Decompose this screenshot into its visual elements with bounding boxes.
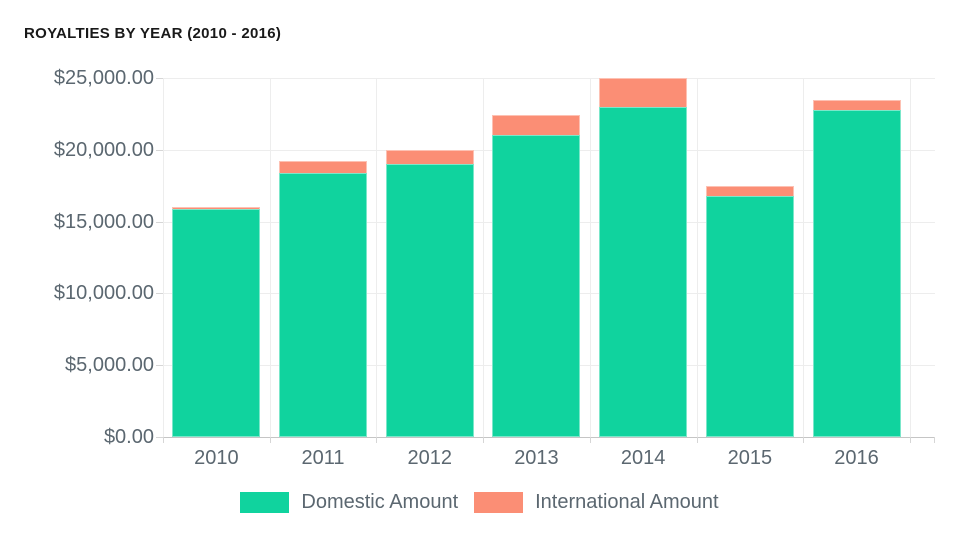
- bar-2013: [492, 115, 581, 437]
- x-axis-label-2011: 2011: [301, 447, 345, 469]
- y-axis-label: $25,000.00: [53, 67, 154, 89]
- legend-swatch-domestic: [240, 492, 290, 513]
- x-axis-tick: [803, 437, 805, 443]
- gridline-x: [696, 78, 698, 437]
- bar-segment-international-2016[interactable]: [812, 99, 901, 110]
- x-axis-label-2016: 2016: [834, 447, 879, 469]
- x-axis-tick: [909, 437, 911, 443]
- legend-item-international[interactable]: International Amount: [474, 491, 719, 514]
- bar-segment-domestic-2013[interactable]: [492, 135, 581, 437]
- x-axis-tick: [269, 437, 271, 443]
- bar-segment-domestic-2012[interactable]: [385, 164, 474, 437]
- y-axis-tick: [156, 78, 163, 79]
- y-axis-tick: [156, 365, 163, 367]
- x-axis-tick: [696, 437, 698, 443]
- bar-2015: [705, 186, 794, 437]
- gridline-x: [483, 78, 485, 437]
- bar-segment-domestic-2011[interactable]: [279, 172, 368, 437]
- gridline-x: [803, 78, 805, 437]
- chart-title: ROYALTIES BY YEAR (2010 - 2016): [24, 25, 282, 42]
- bar-segment-domestic-2010[interactable]: [172, 209, 261, 437]
- legend-label-domestic: Domestic Amount: [301, 491, 459, 513]
- x-axis-tick: [589, 437, 591, 443]
- bar-2016: [812, 99, 901, 437]
- legend-item-domestic[interactable]: Domestic Amount: [240, 491, 458, 514]
- x-axis-label-2012: 2012: [407, 447, 453, 469]
- gridline-x: [909, 78, 911, 437]
- y-axis-tick: [156, 437, 163, 438]
- gridline-x: [269, 78, 271, 437]
- y-axis-label: $15,000.00: [53, 210, 154, 233]
- bar-segment-domestic-2015[interactable]: [705, 195, 794, 437]
- bar-2014: [599, 78, 688, 437]
- bar-segment-international-2015[interactable]: [705, 186, 794, 196]
- bar-2012: [385, 149, 474, 437]
- bar-segment-international-2013[interactable]: [492, 115, 581, 136]
- chart-legend: Domestic Amount International Amount: [0, 491, 959, 514]
- y-axis-tick: [156, 221, 163, 223]
- bar-segment-domestic-2016[interactable]: [812, 109, 901, 437]
- y-axis-tick: [156, 149, 163, 151]
- x-axis-tick: [163, 437, 164, 443]
- y-axis-tick: [156, 293, 163, 295]
- bar-segment-international-2011[interactable]: [279, 161, 368, 173]
- x-axis-label-2014: 2014: [620, 447, 666, 469]
- gridline-y-25000: [163, 78, 935, 79]
- x-axis-tick: [483, 437, 485, 443]
- gridline-x: [589, 78, 591, 437]
- x-axis-label-2013: 2013: [514, 447, 559, 469]
- gridline-y-0: [163, 437, 935, 438]
- x-axis-label-2015: 2015: [727, 447, 773, 469]
- bar-2010: [172, 207, 261, 437]
- legend-swatch-international: [474, 492, 524, 513]
- x-axis-tick: [376, 437, 378, 443]
- gridline-x: [376, 78, 378, 437]
- bar-segment-domestic-2014[interactable]: [599, 106, 688, 437]
- plot-area: $0.00 $5,000.00 $10,000.00 $15,000.00 $20,00…: [54, 68, 935, 468]
- y-axis-label: $0.00: [103, 426, 154, 448]
- bar-segment-international-2010[interactable]: [172, 207, 261, 210]
- y-axis-label: $5,000.00: [65, 354, 154, 377]
- x-axis-label-2010: 2010: [194, 447, 239, 469]
- y-axis-label: $10,000.00: [53, 282, 154, 305]
- x-axis-tick: [934, 437, 935, 443]
- legend-label-international: International Amount: [535, 491, 719, 513]
- bar-2011: [279, 161, 368, 437]
- y-axis-label: $20,000.00: [53, 138, 154, 161]
- bar-segment-international-2012[interactable]: [385, 149, 474, 165]
- bar-segment-international-2014[interactable]: [599, 78, 688, 107]
- gridline-x: [163, 78, 164, 437]
